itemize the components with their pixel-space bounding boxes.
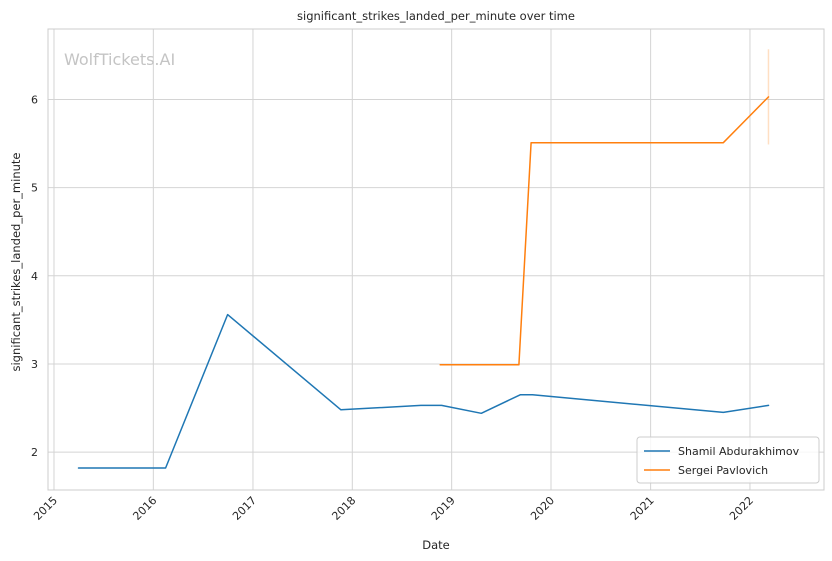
y-tick-label: 2 bbox=[31, 446, 38, 459]
x-tick-label: 2022 bbox=[727, 494, 756, 523]
x-tick-label: 2018 bbox=[329, 494, 358, 523]
grid bbox=[48, 29, 824, 490]
series-2-line bbox=[439, 96, 770, 366]
series-layer bbox=[77, 49, 770, 469]
y-axis-label: significant_strikes_landed_per_minute bbox=[9, 153, 23, 372]
x-axis-ticks: 2015 2016 2017 2018 2019 2020 2021 2022 bbox=[31, 494, 756, 523]
chart-title: significant_strikes_landed_per_minute ov… bbox=[297, 9, 575, 23]
y-tick-label: 5 bbox=[31, 182, 38, 195]
y-tick-label: 6 bbox=[31, 94, 38, 107]
legend-box bbox=[636, 436, 820, 484]
x-tick-label: 2021 bbox=[628, 494, 657, 523]
x-tick-label: 2020 bbox=[528, 494, 557, 523]
legend: Shamil Abdurakhimov Sergei Pavlovich bbox=[636, 436, 820, 484]
x-tick-label: 2019 bbox=[429, 494, 458, 523]
legend-label-sergei: Sergei Pavlovich bbox=[678, 464, 768, 477]
series-1-line bbox=[77, 313, 770, 469]
x-tick-label: 2016 bbox=[130, 494, 159, 523]
x-tick-label: 2017 bbox=[230, 494, 259, 523]
watermark: WolfTickets.AI bbox=[64, 50, 175, 69]
legend-label-shamil: Shamil Abdurakhimov bbox=[678, 445, 800, 458]
plot-frame bbox=[47, 28, 825, 491]
x-tick-label: 2015 bbox=[31, 494, 60, 523]
x-axis-label: Date bbox=[422, 538, 450, 552]
y-tick-label: 4 bbox=[31, 270, 38, 283]
y-tick-label: 3 bbox=[31, 358, 38, 371]
y-axis-ticks: 2 3 4 5 6 bbox=[31, 94, 38, 460]
